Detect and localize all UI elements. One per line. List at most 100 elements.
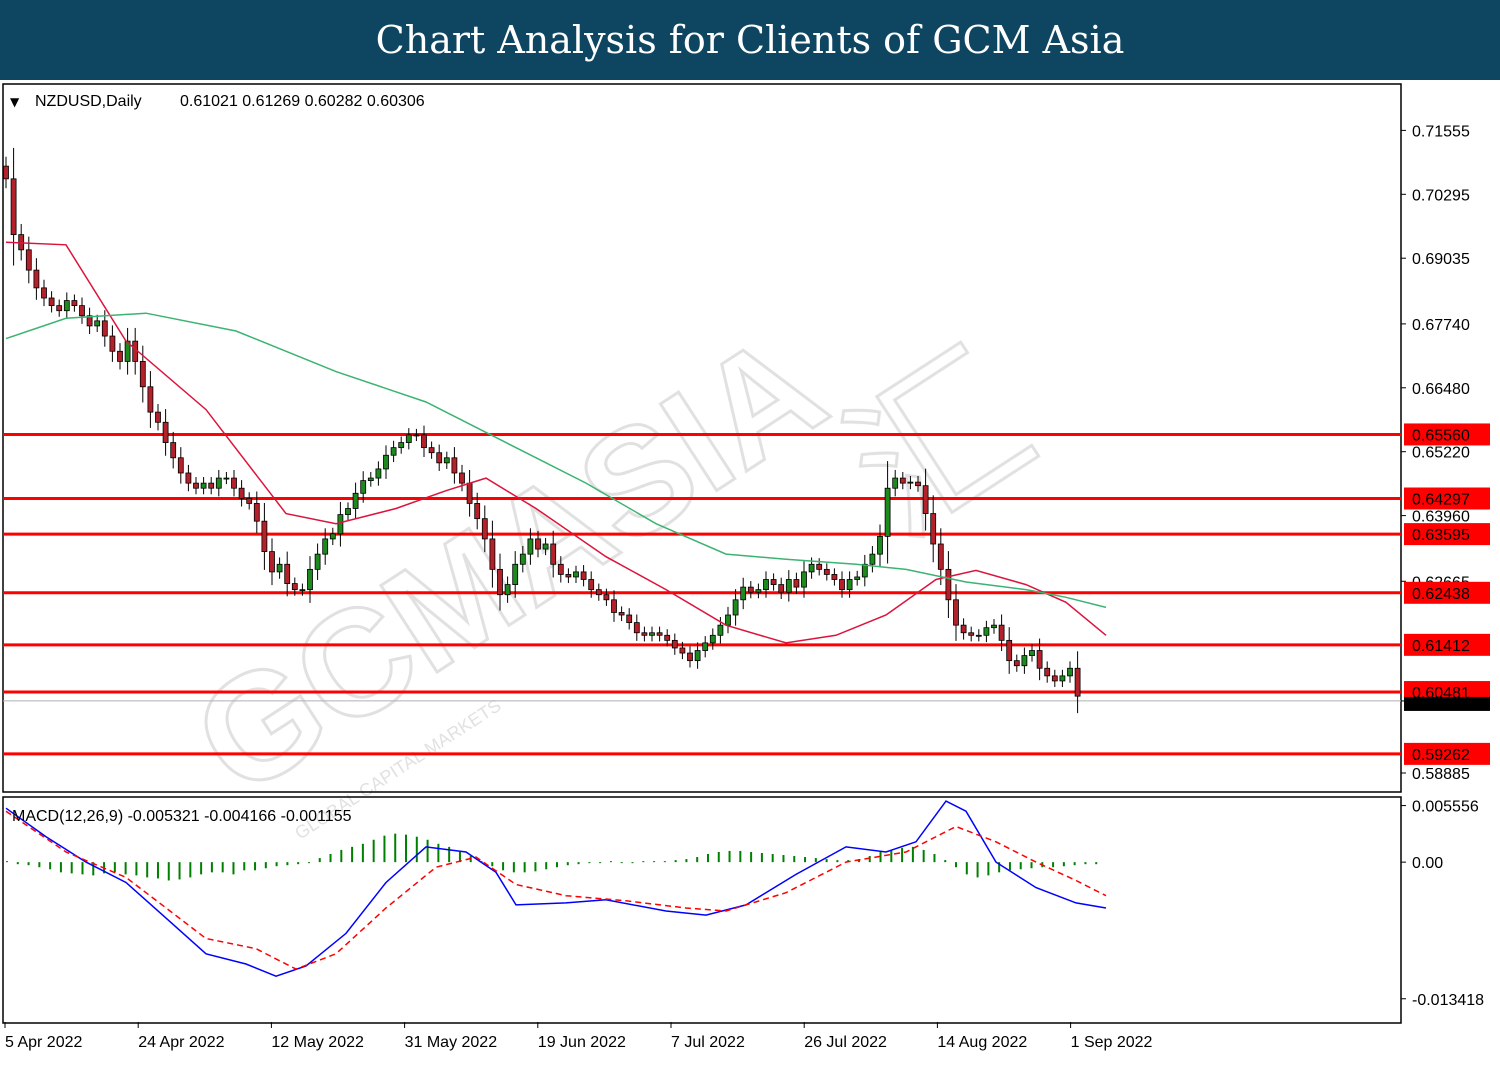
candle xyxy=(155,404,161,431)
macd-hist-bar xyxy=(642,861,645,863)
macd-hist-bar xyxy=(124,862,127,875)
candle xyxy=(884,461,891,564)
candle xyxy=(831,568,838,586)
candle xyxy=(238,480,245,507)
macd-hist-bar xyxy=(933,854,936,863)
candle xyxy=(1006,627,1013,674)
macd-hist-bar xyxy=(782,855,785,863)
candle xyxy=(937,528,944,586)
candle xyxy=(573,565,579,584)
macd-hist-bar xyxy=(955,862,958,868)
candle xyxy=(3,156,9,189)
candle xyxy=(747,581,754,599)
macd-hist-bar xyxy=(674,860,677,863)
candle xyxy=(649,626,655,642)
candle-body xyxy=(139,361,146,388)
candle-body xyxy=(694,650,701,662)
macd-signal-line xyxy=(5,810,1107,970)
candle-body xyxy=(489,538,496,570)
candle xyxy=(459,464,465,492)
candle-body xyxy=(679,647,686,654)
macd-hist-bar xyxy=(890,849,893,863)
macd-hist-bar xyxy=(663,861,666,863)
macd-hist-bar xyxy=(243,862,246,871)
macd-hist-bar xyxy=(556,862,558,868)
candle-body xyxy=(785,579,792,593)
time-tick-label: 14 Aug 2022 xyxy=(937,1034,1027,1051)
candle xyxy=(48,291,55,313)
macd-hist-bar xyxy=(1095,862,1098,865)
macd-hist-bar xyxy=(372,839,375,863)
candle xyxy=(147,371,154,428)
candle-body xyxy=(930,513,937,545)
candle-body xyxy=(405,434,412,443)
candle-body xyxy=(466,482,473,504)
candle-body xyxy=(633,622,640,634)
candle-body xyxy=(109,335,116,352)
macd-hist-bar xyxy=(286,862,289,866)
candle xyxy=(231,469,237,497)
macd-hist-bar xyxy=(1030,862,1033,869)
price-panel-frame xyxy=(2,83,1402,793)
candle xyxy=(763,571,769,598)
symbol-dropdown-icon[interactable]: ▼ xyxy=(10,95,20,109)
time-tick-label: 1 Sep 2022 xyxy=(1071,1034,1153,1051)
candle xyxy=(953,584,959,641)
candle-body xyxy=(1013,660,1020,667)
candle-body xyxy=(892,477,899,489)
candle-body xyxy=(117,350,123,362)
macd-hist-bar xyxy=(38,862,41,868)
candle xyxy=(314,543,321,581)
candle xyxy=(71,294,78,312)
macd-hist-bar xyxy=(1062,862,1065,867)
macd-hist-bar xyxy=(836,860,839,863)
macd-hist-bar xyxy=(275,862,278,867)
candle-body xyxy=(1059,675,1066,682)
level-tag-box xyxy=(1404,487,1490,510)
macd-hist-bar xyxy=(739,850,742,863)
candle xyxy=(208,477,215,495)
macd-hist-bar xyxy=(728,850,731,863)
price-tick-label: 0.58885 xyxy=(1412,766,1470,783)
candle-body xyxy=(854,576,861,580)
candle-body xyxy=(656,632,663,636)
candle xyxy=(664,629,671,647)
candle-body xyxy=(846,579,853,591)
macd-hist-bar xyxy=(491,862,494,867)
current-price-tag-box xyxy=(1404,696,1490,711)
macd-hist-bar xyxy=(998,862,1001,873)
candle xyxy=(63,292,70,319)
candle xyxy=(94,314,101,332)
time-tick-label: 7 Jul 2022 xyxy=(671,1034,745,1051)
candle xyxy=(170,431,177,469)
level-price-tags: 0.655600.642970.635950.624380.614120.604… xyxy=(1404,423,1490,765)
candle xyxy=(1036,638,1043,681)
macd-tick-label: -0.013418 xyxy=(1412,992,1484,1009)
macd-hist-bar xyxy=(911,846,914,863)
candle-body xyxy=(664,634,671,641)
candle xyxy=(421,425,427,458)
candle xyxy=(998,614,1005,652)
candle-body xyxy=(907,481,914,484)
candle xyxy=(307,556,313,603)
level-tag-label: 0.62438 xyxy=(1412,586,1470,603)
candle xyxy=(1013,654,1020,672)
macd-hist-bar xyxy=(383,835,386,863)
level-tag-box xyxy=(1404,633,1490,656)
candle xyxy=(177,447,184,484)
candle-body xyxy=(603,594,610,601)
candle xyxy=(1067,661,1073,683)
candlesticks xyxy=(3,147,1081,714)
macd-hist-bar xyxy=(200,862,203,875)
macd-axis: 0.005556 0.00 -0.013418 xyxy=(1401,799,1484,1009)
candle-body xyxy=(497,568,503,596)
candle-body xyxy=(1051,675,1058,682)
candle xyxy=(892,469,899,497)
candle xyxy=(603,588,610,606)
candle-body xyxy=(1036,650,1043,669)
candle-body xyxy=(649,632,655,636)
candle-body xyxy=(170,442,177,459)
candle xyxy=(322,528,329,565)
macd-label: MACD(12,26,9) -0.005321 -0.004166 -0.001… xyxy=(12,808,352,825)
candle-body xyxy=(337,514,344,535)
